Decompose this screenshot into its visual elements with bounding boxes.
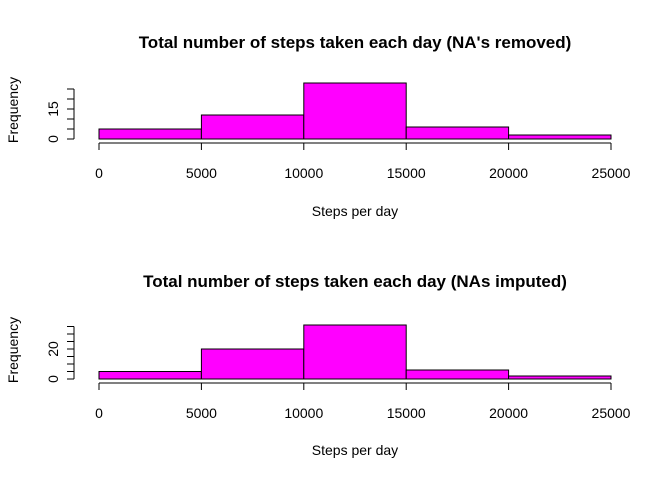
y-axis-label: Frequency — [5, 77, 21, 143]
histogram-bar — [508, 375, 612, 380]
histogram-bar — [405, 126, 510, 140]
histogram-bar — [303, 324, 407, 380]
histogram-panel-na-imputed: Total number of steps taken each day (NA… — [5, 272, 631, 458]
y-tick-label: 0 — [45, 135, 61, 143]
histogram-bar — [98, 371, 202, 380]
y-tick-label: 0 — [45, 375, 61, 383]
chart-title: Total number of steps taken each day (NA… — [139, 33, 572, 52]
x-tick-label: 0 — [95, 405, 103, 421]
y-axis: 0 20 — [45, 326, 75, 383]
histogram-bar — [405, 369, 510, 380]
x-tick-label: 20000 — [489, 405, 528, 421]
histogram-bar — [200, 114, 305, 140]
x-axis: 0 5000 10000 15000 20000 25000 — [95, 382, 631, 421]
x-tick-label: 20000 — [489, 165, 528, 181]
x-tick-label: 5000 — [186, 405, 217, 421]
y-axis-label: Frequency — [5, 317, 21, 383]
x-tick-label: 15000 — [387, 165, 426, 181]
x-axis: 0 5000 10000 15000 20000 25000 — [95, 142, 631, 181]
histogram-bar — [200, 348, 305, 380]
y-tick-label: 20 — [45, 341, 61, 357]
x-tick-label: 10000 — [284, 405, 323, 421]
chart-title: Total number of steps taken each day (NA… — [143, 272, 567, 291]
x-tick-label: 10000 — [284, 165, 323, 181]
histogram-bar — [303, 82, 407, 140]
x-tick-label: 15000 — [387, 405, 426, 421]
bars — [98, 82, 612, 140]
y-axis: 0 15 — [45, 88, 75, 143]
x-tick-label: 25000 — [592, 165, 631, 181]
y-tick-label: 15 — [45, 101, 61, 117]
x-tick-label: 0 — [95, 165, 103, 181]
bars — [98, 324, 612, 380]
x-tick-label: 25000 — [592, 405, 631, 421]
histogram-panel-na-removed: Total number of steps taken each day (NA… — [5, 33, 631, 219]
x-axis-label: Steps per day — [312, 203, 398, 219]
histogram-bar — [508, 134, 612, 140]
histogram-bar — [98, 128, 202, 140]
x-axis-label: Steps per day — [312, 442, 398, 458]
x-tick-label: 5000 — [186, 165, 217, 181]
